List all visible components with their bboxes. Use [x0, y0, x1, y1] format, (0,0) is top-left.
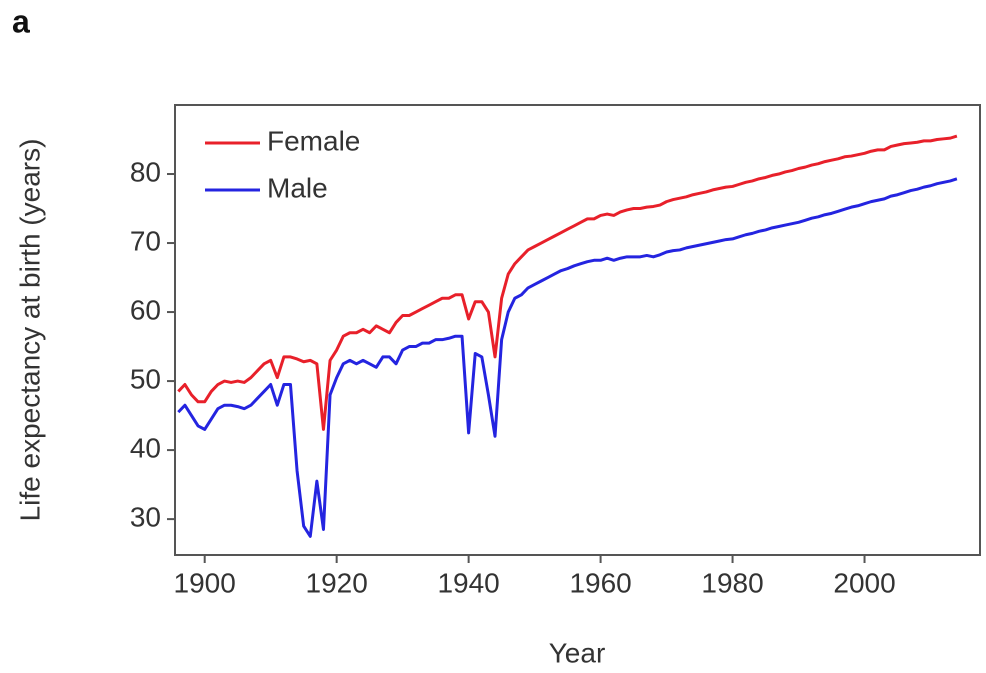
- y-tick-label: 40: [130, 432, 161, 463]
- x-tick-label: 1900: [174, 567, 236, 598]
- x-tick-label: 1940: [437, 567, 499, 598]
- y-tick-label: 80: [130, 156, 161, 187]
- legend-label: Female: [267, 125, 360, 156]
- data-line: [177, 134, 958, 431]
- x-tick-label: 2000: [833, 567, 895, 598]
- y-axis-label: Life expectancy at birth (years): [14, 139, 45, 522]
- data-line: [177, 177, 958, 538]
- x-axis-label: Year: [549, 637, 606, 668]
- y-tick-label: 70: [130, 225, 161, 256]
- y-tick-label: 30: [130, 502, 161, 533]
- legend-label: Male: [267, 172, 328, 203]
- y-tick-label: 60: [130, 294, 161, 325]
- panel-label: a: [12, 3, 30, 39]
- y-tick-label: 50: [130, 363, 161, 394]
- x-tick-label: 1920: [306, 567, 368, 598]
- x-tick-label: 1960: [569, 567, 631, 598]
- plot-frame: [174, 104, 981, 556]
- x-tick-label: 1980: [701, 567, 763, 598]
